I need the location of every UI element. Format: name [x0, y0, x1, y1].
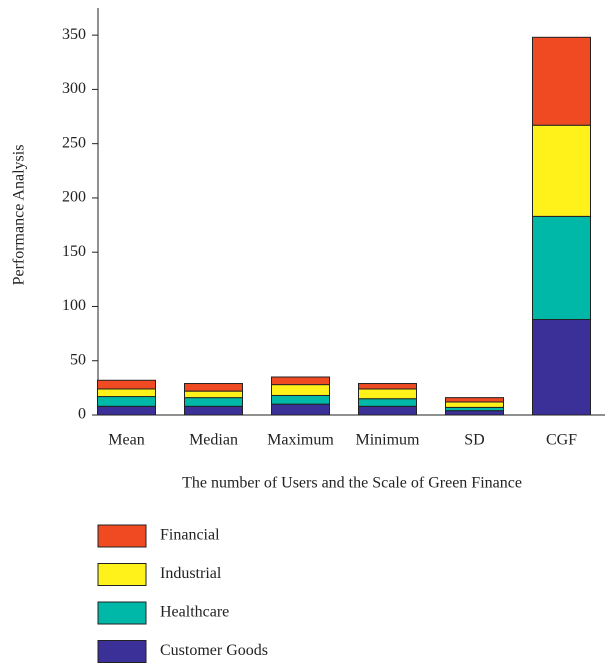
y-axis-title: Performance Analysis — [11, 145, 28, 286]
bar-segment — [184, 405, 243, 416]
bar-segment — [97, 379, 156, 390]
bar-segment — [97, 405, 156, 416]
legend-label: Industrial — [160, 565, 222, 582]
legend-swatch — [97, 563, 147, 586]
bar-segment — [97, 388, 156, 398]
x-tick-label: Maximum — [267, 432, 334, 449]
bar-segment — [97, 396, 156, 407]
y-tick-label: 300 — [62, 80, 86, 97]
bar-segment — [445, 410, 504, 416]
bar-segment — [271, 384, 330, 396]
legend-swatch — [97, 640, 147, 663]
bar-segment — [358, 398, 417, 407]
y-tick-label: 200 — [62, 189, 86, 206]
bar-segment — [445, 397, 504, 403]
y-tick-label: 250 — [62, 134, 86, 151]
bar-segment — [532, 124, 591, 217]
x-tick-label: Minimum — [355, 432, 420, 449]
legend-label: Financial — [160, 527, 220, 544]
legend-swatch — [97, 524, 147, 548]
bar-segment — [184, 397, 243, 407]
x-tick-label: Mean — [108, 432, 144, 449]
bar-segment — [358, 405, 417, 416]
y-tick-label: 0 — [78, 406, 86, 423]
legend-label: Customer Goods — [160, 642, 268, 659]
y-tick-label: 350 — [62, 26, 86, 43]
bar-segment — [532, 318, 591, 416]
x-tick-label: Median — [189, 432, 238, 449]
bar-segment — [358, 388, 417, 400]
bar-segment — [271, 394, 330, 405]
y-tick-label: 100 — [62, 297, 86, 314]
bar-segment — [358, 383, 417, 390]
y-tick-label: 150 — [62, 243, 86, 260]
legend-swatch — [97, 601, 147, 625]
bar-segment — [532, 215, 591, 320]
legend-label: Healthcare — [160, 604, 229, 621]
bar-segment — [445, 401, 504, 408]
x-axis-title: The number of Users and the Scale of Gre… — [182, 475, 522, 492]
bar-segment — [184, 390, 243, 399]
bar-segment — [184, 383, 243, 392]
bar-segment — [271, 376, 330, 386]
y-tick-label: 50 — [70, 351, 86, 368]
bar-segment — [532, 36, 591, 126]
x-tick-label: CGF — [546, 432, 577, 449]
bar-segment — [271, 403, 330, 416]
x-tick-label: SD — [464, 432, 484, 449]
